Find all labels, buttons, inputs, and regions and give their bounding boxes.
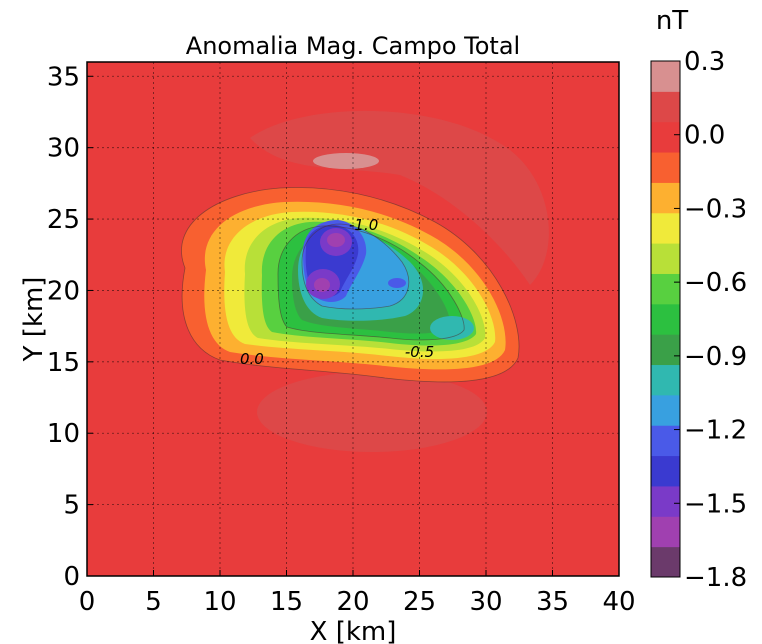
plot-area: -1.0 -0.5 0.0 [86, 61, 620, 577]
colorbar-tick-label: −0.3 [684, 194, 747, 224]
colorbar-swatch [651, 485, 680, 517]
colorbar-tick-label: −0.6 [684, 268, 747, 298]
colorbar-swatch [651, 394, 680, 426]
colorbar-tick-label: −1.5 [684, 489, 747, 519]
contour-minimum-south [314, 278, 330, 292]
y-tick-label: 5 [63, 491, 80, 521]
contour-label: -0.5 [405, 343, 434, 361]
x-axis-ticks: 0 5 10 15 20 25 30 35 40 [79, 570, 636, 617]
contour-south-lobe [257, 372, 487, 452]
colorbar-swatch [651, 546, 680, 578]
x-tick-label: 30 [469, 587, 502, 617]
x-tick-label: 25 [403, 587, 436, 617]
x-tick-label: 35 [536, 587, 569, 617]
y-tick-label: 15 [47, 348, 80, 378]
colorbar-swatch [651, 334, 680, 366]
y-tick-label: 25 [47, 205, 80, 235]
y-tick-label: 20 [47, 276, 80, 306]
colorbar-swatch [651, 303, 680, 335]
contour-east-trough [430, 316, 474, 340]
contour-line-m05 [277, 225, 465, 341]
colorbar-swatch [651, 61, 680, 92]
x-tick-label: 40 [602, 587, 635, 617]
colorbar-swatch [651, 516, 680, 548]
grid-lines [87, 62, 619, 576]
y-tick-label: 0 [63, 562, 80, 592]
colorbar-tick-label: 0.0 [684, 121, 725, 151]
x-tick-label: 20 [336, 587, 369, 617]
colorbar-tick-label: −1.2 [684, 416, 747, 446]
colorbar-tick-label: −1.8 [684, 563, 747, 593]
contour-east-minimum [388, 278, 406, 288]
y-tick-label: 30 [47, 134, 80, 164]
colorbar-swatch [651, 273, 680, 305]
colorbar-swatch [651, 212, 680, 244]
contour-minimum-north [327, 233, 345, 247]
colorbar-swatches [651, 61, 680, 578]
colorbar-frame [650, 60, 681, 578]
colorbar-swatch [651, 121, 680, 153]
y-axis-ticks: 0 5 10 15 20 25 30 35 [47, 62, 93, 592]
contour-line-m10 [301, 223, 410, 310]
y-tick-label: 10 [47, 419, 80, 449]
colorbar: nT 0.3 0.0 −0.3 −0.6 −0.9 −1.2 −1.5 −1.8 [650, 6, 747, 593]
colorbar-tick-label: 0.3 [684, 47, 725, 77]
contour-fills [181, 110, 549, 452]
contour-label: -1.0 [349, 216, 378, 234]
colorbar-swatch [651, 455, 680, 487]
colorbar-swatch [651, 91, 680, 123]
colorbar-swatch [651, 152, 680, 183]
contour-positive-lobe [250, 110, 549, 285]
colorbar-unit-label: nT [656, 6, 688, 36]
colorbar-swatch [651, 364, 680, 396]
contour-labels: -1.0 -0.5 0.0 [240, 216, 434, 368]
contour-line-zero [181, 187, 520, 383]
x-tick-label: 0 [79, 587, 96, 617]
x-tick-label: 5 [145, 587, 162, 617]
chart-title: Anomalia Mag. Campo Total [186, 32, 520, 60]
colorbar-ticks: 0.3 0.0 −0.3 −0.6 −0.9 −1.2 −1.5 −1.8 [674, 47, 747, 593]
colorbar-tick-label: −0.9 [684, 342, 747, 372]
x-tick-label: 10 [203, 587, 236, 617]
contour-positive-peak [313, 153, 379, 169]
contour-label: 0.0 [240, 350, 264, 368]
y-tick-label: 35 [47, 62, 80, 92]
colorbar-swatch [651, 425, 680, 457]
x-axis-label: X [km] [310, 617, 397, 644]
y-axis-label: Y [km] [19, 277, 49, 363]
contour-lines [181, 187, 520, 383]
x-tick-label: 15 [270, 587, 303, 617]
colorbar-swatch [651, 243, 680, 274]
